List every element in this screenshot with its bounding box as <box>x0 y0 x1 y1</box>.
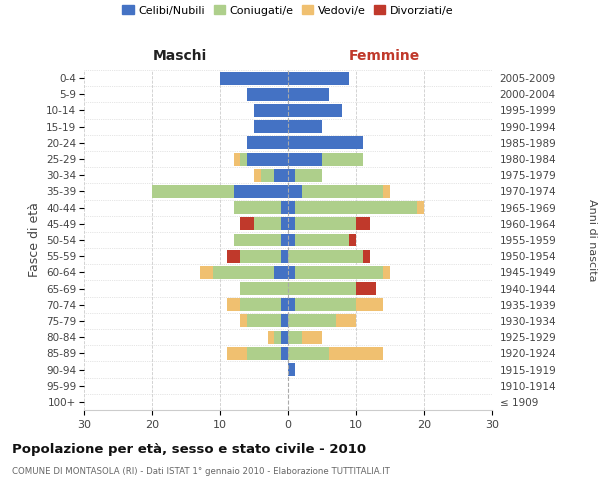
Bar <box>247 347 281 360</box>
Bar <box>288 120 322 133</box>
Bar <box>274 330 281 344</box>
Bar <box>200 266 213 279</box>
Text: Femmine: Femmine <box>349 48 419 62</box>
Bar <box>254 169 261 181</box>
Bar <box>356 282 376 295</box>
Bar <box>295 234 349 246</box>
Bar <box>329 347 383 360</box>
Bar <box>295 201 417 214</box>
Bar <box>281 201 288 214</box>
Bar <box>288 250 363 262</box>
Bar <box>349 234 356 246</box>
Text: Anni di nascita: Anni di nascita <box>587 198 597 281</box>
Bar <box>213 266 274 279</box>
Bar <box>220 72 288 85</box>
Bar <box>288 218 295 230</box>
Bar <box>288 282 356 295</box>
Bar <box>254 104 288 117</box>
Bar <box>254 120 288 133</box>
Bar <box>322 152 363 166</box>
Bar <box>241 282 288 295</box>
Bar <box>417 201 424 214</box>
Bar <box>233 185 288 198</box>
Bar <box>281 218 288 230</box>
Y-axis label: Fasce di età: Fasce di età <box>28 202 41 278</box>
Bar <box>227 250 241 262</box>
Bar <box>363 250 370 262</box>
Bar <box>288 266 295 279</box>
Bar <box>288 88 329 101</box>
Bar <box>247 314 281 328</box>
Bar <box>335 314 356 328</box>
Bar <box>288 298 295 311</box>
Text: Popolazione per età, sesso e stato civile - 2010: Popolazione per età, sesso e stato civil… <box>12 442 366 456</box>
Bar <box>281 314 288 328</box>
Bar <box>288 169 295 181</box>
Legend: Celibi/Nubili, Coniugati/e, Vedovi/e, Divorziati/e: Celibi/Nubili, Coniugati/e, Vedovi/e, Di… <box>118 1 458 20</box>
Bar <box>356 298 383 311</box>
Bar <box>302 185 383 198</box>
Text: COMUNE DI MONTASOLA (RI) - Dati ISTAT 1° gennaio 2010 - Elaborazione TUTTITALIA.: COMUNE DI MONTASOLA (RI) - Dati ISTAT 1°… <box>12 468 390 476</box>
Bar <box>295 298 356 311</box>
Bar <box>356 218 363 230</box>
Bar <box>281 298 288 311</box>
Bar <box>288 234 295 246</box>
Bar <box>281 330 288 344</box>
Bar <box>302 330 322 344</box>
Bar <box>363 250 370 262</box>
Bar <box>288 347 329 360</box>
Bar <box>383 185 390 198</box>
Bar <box>274 169 288 181</box>
Bar <box>383 266 390 279</box>
Bar <box>227 347 247 360</box>
Bar <box>288 185 302 198</box>
Bar <box>152 185 233 198</box>
Bar <box>233 201 281 214</box>
Bar <box>274 266 288 279</box>
Bar <box>241 250 281 262</box>
Bar <box>281 347 288 360</box>
Bar <box>288 72 349 85</box>
Bar <box>288 314 335 328</box>
Bar <box>247 152 288 166</box>
Bar <box>247 136 288 149</box>
Bar <box>281 250 288 262</box>
Bar <box>295 169 322 181</box>
Bar <box>288 330 302 344</box>
Bar <box>233 234 281 246</box>
Bar <box>288 136 363 149</box>
Bar <box>241 218 254 230</box>
Bar <box>241 314 247 328</box>
Bar <box>268 330 274 344</box>
Bar <box>295 266 383 279</box>
Bar <box>288 363 295 376</box>
Bar <box>356 218 370 230</box>
Bar <box>281 234 288 246</box>
Bar <box>254 218 281 230</box>
Bar <box>233 152 241 166</box>
Bar <box>261 169 274 181</box>
Bar <box>288 201 295 214</box>
Text: Maschi: Maschi <box>153 48 207 62</box>
Bar <box>241 298 281 311</box>
Bar <box>288 152 322 166</box>
Bar <box>241 152 247 166</box>
Bar <box>356 282 376 295</box>
Bar <box>247 88 288 101</box>
Bar <box>295 218 356 230</box>
Bar <box>288 104 343 117</box>
Bar <box>227 298 241 311</box>
